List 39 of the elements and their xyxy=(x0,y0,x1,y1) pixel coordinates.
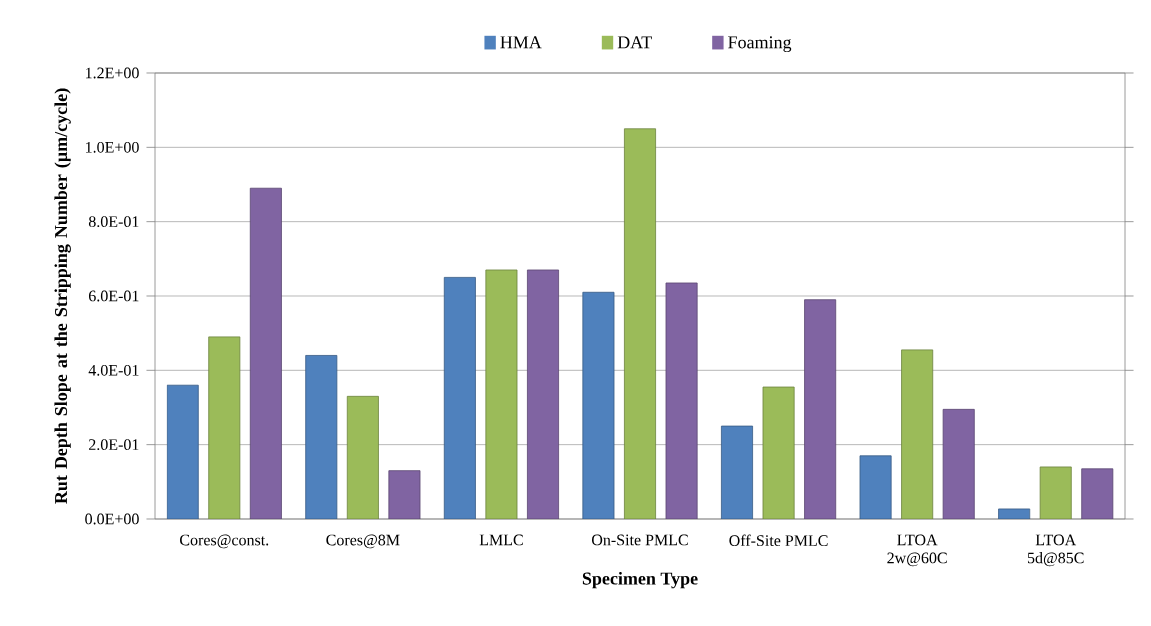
bar xyxy=(582,291,615,519)
legend-label: HMA xyxy=(500,36,542,49)
x-tick-label: LTOA 5d@85C xyxy=(1027,534,1084,567)
y-tick-label: 8.0E-01 xyxy=(88,216,139,228)
bar xyxy=(901,349,934,519)
bar xyxy=(1039,466,1072,519)
x-tick-label: Cores@8M xyxy=(326,534,400,549)
legend-label: Foaming xyxy=(728,36,792,53)
x-tick-label: Cores@const. xyxy=(180,534,269,549)
y-tick-label: 1.2E+00 xyxy=(86,67,139,79)
bar xyxy=(388,470,421,519)
x-tick-label: LTOA 2w@60C xyxy=(887,534,947,567)
y-tick-label: 2.0E-01 xyxy=(89,439,139,451)
bar xyxy=(942,408,975,519)
bar xyxy=(346,395,379,519)
bar xyxy=(166,384,199,519)
y-tick-label: 0.0E+00 xyxy=(85,513,139,525)
bar xyxy=(485,269,518,519)
bar xyxy=(721,425,753,519)
x-tick-label: LMLC xyxy=(479,534,523,546)
bar xyxy=(804,299,837,519)
x-tick-label: Off-Site PMLC xyxy=(729,534,828,547)
bar xyxy=(762,386,795,519)
y-tick-label: 1.0E+00 xyxy=(86,141,139,153)
bar xyxy=(665,282,698,519)
bar xyxy=(624,128,656,519)
legend-label: DAT xyxy=(617,36,652,49)
bar xyxy=(443,277,476,519)
bar xyxy=(527,269,559,519)
y-tick-label: 4.0E-01 xyxy=(88,364,139,376)
x-tick-label: On-Site PMLC xyxy=(591,534,688,546)
bar xyxy=(1081,468,1114,519)
bar xyxy=(859,455,892,519)
y-axis-title: Rut Depth Slope at the Stripping Number (µm/cycle) xyxy=(54,88,71,504)
bar xyxy=(249,187,282,519)
x-axis-title: Specimen Type xyxy=(582,571,698,589)
bar xyxy=(305,355,338,519)
y-tick-label: 6.0E-01 xyxy=(89,290,139,302)
bar xyxy=(208,336,241,519)
